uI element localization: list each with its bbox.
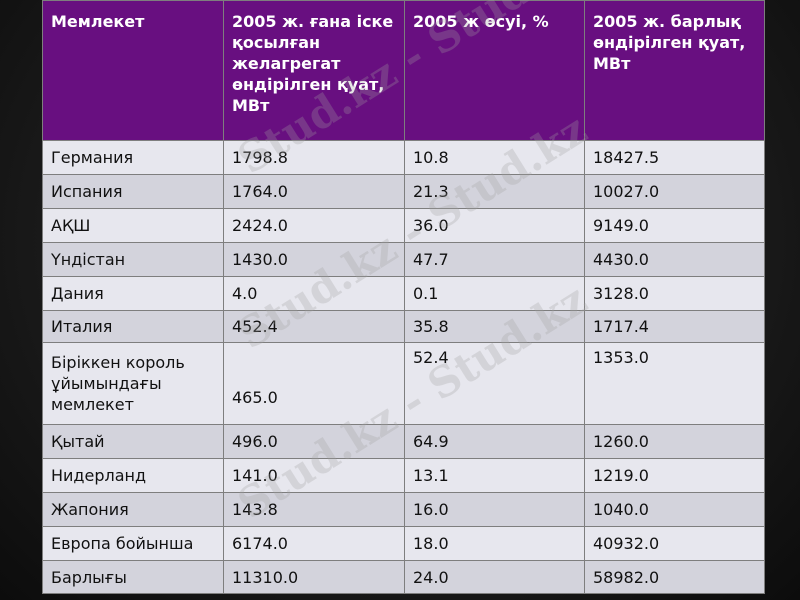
- cell-new-capacity: 11310.0: [223, 560, 405, 594]
- table-row: Дания 4.0 0.1 3128.0: [42, 276, 765, 311]
- cell-total-capacity: 58982.0: [584, 560, 765, 594]
- cell-growth: 47.7: [404, 242, 585, 277]
- table-row: Барлығы 11310.0 24.0 58982.0: [42, 560, 765, 594]
- cell-new-capacity: 4.0: [223, 276, 405, 311]
- cell-new-capacity: 465.0: [223, 342, 405, 425]
- cell-total-capacity: 4430.0: [584, 242, 765, 277]
- wind-power-table: Мемлекет 2005 ж. ғана іске қосылған жела…: [42, 0, 765, 594]
- cell-country: Италия: [42, 310, 224, 343]
- table-row: Испания 1764.0 21.3 10027.0: [42, 174, 765, 209]
- cell-new-capacity: 1430.0: [223, 242, 405, 277]
- cell-growth: 64.9: [404, 424, 585, 459]
- cell-country: Үндістан: [42, 242, 224, 277]
- header-country: Мемлекет: [42, 0, 224, 141]
- cell-growth: 36.0: [404, 208, 585, 243]
- cell-total-capacity: 9149.0: [584, 208, 765, 243]
- table-row: Италия 452.4 35.8 1717.4: [42, 310, 765, 343]
- header-growth-2005: 2005 ж өсуі, %: [404, 0, 585, 141]
- cell-new-capacity: 496.0: [223, 424, 405, 459]
- cell-total-capacity: 3128.0: [584, 276, 765, 311]
- cell-country: Германия: [42, 140, 224, 175]
- cell-country: Біріккен король ұйымындағы мемлекет: [42, 342, 224, 425]
- table-row: Европа бойынша 6174.0 18.0 40932.0: [42, 526, 765, 561]
- cell-growth: 10.8: [404, 140, 585, 175]
- cell-growth: 18.0: [404, 526, 585, 561]
- cell-growth: 24.0: [404, 560, 585, 594]
- cell-total-capacity: 18427.5: [584, 140, 765, 175]
- table-row: АҚШ 2424.0 36.0 9149.0: [42, 208, 765, 243]
- cell-growth: 16.0: [404, 492, 585, 527]
- cell-new-capacity: 2424.0: [223, 208, 405, 243]
- cell-country: Барлығы: [42, 560, 224, 594]
- cell-total-capacity: 1040.0: [584, 492, 765, 527]
- cell-total-capacity: 1717.4: [584, 310, 765, 343]
- table-row: Қытай 496.0 64.9 1260.0: [42, 424, 765, 459]
- cell-growth: 13.1: [404, 458, 585, 493]
- cell-total-capacity: 10027.0: [584, 174, 765, 209]
- table-row: Нидерланд 141.0 13.1 1219.0: [42, 458, 765, 493]
- table-row: Жапония 143.8 16.0 1040.0: [42, 492, 765, 527]
- cell-new-capacity: 1798.8: [223, 140, 405, 175]
- cell-new-capacity: 6174.0: [223, 526, 405, 561]
- cell-total-capacity: 1353.0: [584, 342, 765, 425]
- header-total-capacity-2005: 2005 ж. барлық өндірілген қуат, МВт: [584, 0, 765, 141]
- header-new-capacity-2005: 2005 ж. ғана іске қосылған желагрегат өн…: [223, 0, 405, 141]
- cell-country: Испания: [42, 174, 224, 209]
- table-header-row: Мемлекет 2005 ж. ғана іске қосылған жела…: [42, 0, 765, 141]
- cell-total-capacity: 1260.0: [584, 424, 765, 459]
- cell-new-capacity: 452.4: [223, 310, 405, 343]
- cell-country: Нидерланд: [42, 458, 224, 493]
- table-row: Германия 1798.8 10.8 18427.5: [42, 140, 765, 175]
- cell-growth: 0.1: [404, 276, 585, 311]
- cell-new-capacity: 143.8: [223, 492, 405, 527]
- cell-total-capacity: 1219.0: [584, 458, 765, 493]
- table-row: Үндістан 1430.0 47.7 4430.0: [42, 242, 765, 277]
- cell-growth: 21.3: [404, 174, 585, 209]
- cell-growth: 52.4: [404, 342, 585, 425]
- cell-country: АҚШ: [42, 208, 224, 243]
- cell-country: Жапония: [42, 492, 224, 527]
- cell-growth: 35.8: [404, 310, 585, 343]
- cell-country: Европа бойынша: [42, 526, 224, 561]
- cell-country: Қытай: [42, 424, 224, 459]
- cell-country: Дания: [42, 276, 224, 311]
- cell-new-capacity: 1764.0: [223, 174, 405, 209]
- cell-new-capacity: 141.0: [223, 458, 405, 493]
- table-row: Біріккен король ұйымындағы мемлекет 465.…: [42, 342, 765, 425]
- cell-total-capacity: 40932.0: [584, 526, 765, 561]
